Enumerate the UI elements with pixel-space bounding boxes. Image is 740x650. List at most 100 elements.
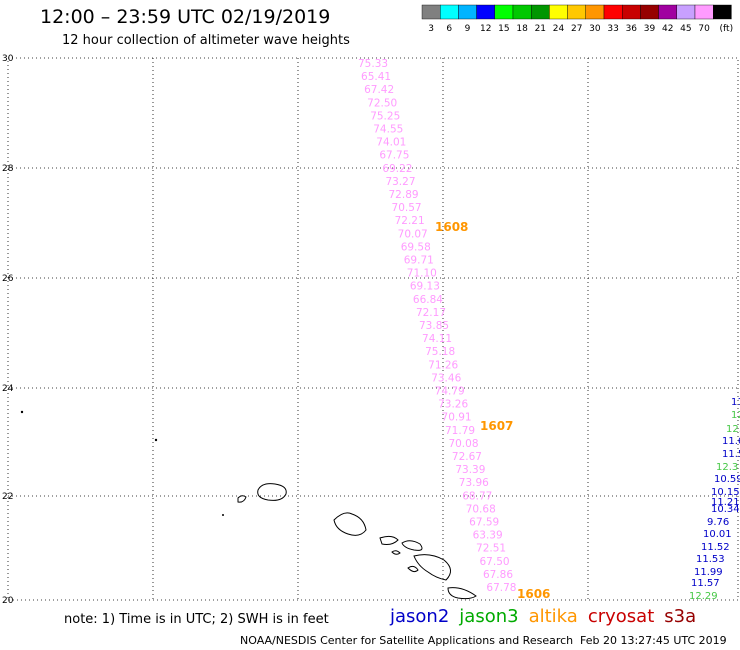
swh-value-label: 73.27 [385, 176, 415, 188]
legend-label: 24 [553, 24, 565, 34]
swh-value-label: 11.99 [694, 567, 723, 578]
swh-value-label: 10.34 [711, 504, 740, 515]
legend-label: 15 [498, 24, 509, 34]
swh-value-label: 72.89 [389, 189, 419, 201]
swh-value-label: 74.79 [435, 386, 465, 398]
swh-value-label: 72.21 [395, 215, 425, 227]
island-outline [401, 540, 423, 551]
satellite-name: altika [528, 606, 578, 627]
swh-value-label: 70.07 [398, 228, 428, 240]
swh-value-label: 12.3 [716, 462, 738, 473]
timestamp: Feb 20 13:27:45 UTC 2019 [580, 634, 727, 647]
time-label: 1607 [480, 419, 513, 433]
legend-label: 70 [698, 24, 710, 34]
swh-value-label: 63.39 [473, 530, 503, 542]
legend-label: 9 [465, 24, 471, 34]
swh-value-label: 75.33 [358, 58, 388, 70]
lat-tick-label: 24 [2, 384, 14, 394]
swh-value-label: 10.15 [711, 487, 740, 498]
island-outline [447, 587, 477, 600]
island-dot [222, 514, 224, 516]
island-dot [20, 410, 24, 414]
swh-value-label: 67.86 [483, 569, 513, 581]
legend-label: 39 [644, 24, 656, 34]
island-outline [379, 535, 399, 545]
swh-value-label: 69.22 [382, 163, 412, 175]
swh-value-label: 69.58 [401, 241, 431, 253]
satellite-name: jason2 [390, 606, 450, 627]
swh-value-label: 75.25 [370, 110, 400, 122]
island-outline [391, 550, 401, 555]
swh-value-label: 12. [726, 424, 740, 435]
swh-value-label: 10.01 [703, 529, 732, 540]
legend-label: 6 [446, 24, 452, 34]
island-outline [413, 554, 451, 581]
legend-label: (ft) [720, 24, 734, 34]
swh-value-label: 12.29 [689, 591, 718, 602]
swh-value-label: 73.39 [455, 464, 485, 476]
swh-value-label: 69.13 [410, 281, 440, 293]
island-outline [257, 483, 287, 501]
swh-value-label: 74.01 [376, 137, 406, 149]
legend-label: 18 [516, 24, 528, 34]
map-border [7, 57, 739, 601]
swh-value-label: 71.10 [407, 268, 437, 280]
swh-value-label: 67.50 [480, 556, 510, 568]
color-legend: 3 6 9 12 15 18 21 24 27 30 33 36 39 42 45 70 (ft) [421, 4, 734, 34]
satellite-legend: jason2 jason3 altika cryosat s3a [390, 606, 706, 627]
legend-label: 27 [571, 24, 582, 34]
swh-value-label: 71.79 [445, 425, 475, 437]
time-label: 1606 [517, 587, 550, 601]
satellite-name: cryosat [587, 606, 655, 627]
island-outline [237, 495, 247, 503]
legend-label: 36 [626, 24, 638, 34]
swh-value-label: 72.51 [476, 543, 506, 555]
legend-label: 42 [662, 24, 673, 34]
swh-value-label: 11.5 [722, 449, 740, 460]
swh-value-label: 74.55 [373, 124, 403, 136]
map-title: 12:00 – 23:59 UTC 02/19/2019 [40, 6, 331, 28]
swh-value-label: 11.6 [722, 436, 740, 447]
swh-value-label: 74.11 [422, 333, 452, 345]
swh-value-label: 66.84 [413, 294, 443, 306]
swh-value-label: 73.85 [419, 320, 449, 332]
legend-label: 33 [607, 24, 618, 34]
lat-tick-label: 30 [2, 54, 14, 64]
swh-value-label: 72.67 [452, 451, 482, 463]
lat-tick-label: 28 [2, 164, 14, 174]
island-outline [407, 565, 419, 573]
swh-value-label: 67.75 [379, 150, 409, 162]
swh-value-label: 72.17 [416, 307, 446, 319]
satellite-name: jason3 [459, 606, 519, 627]
legend-label: 45 [680, 24, 691, 34]
swh-value-label: 11.57 [691, 578, 720, 589]
legend-label: 12 [480, 24, 491, 34]
swh-value-label: 10.59 [714, 474, 740, 485]
swh-value-label: 73.96 [459, 477, 489, 489]
lat-tick-label: 20 [2, 596, 14, 605]
swh-value-label: 65.41 [361, 71, 391, 83]
footer-note: note: 1) Time is in UTC; 2) SWH is in fe… [64, 612, 329, 627]
legend-label: 21 [535, 24, 546, 34]
swh-value-label: 68.77 [462, 490, 492, 502]
swh-value-label: 67.42 [364, 84, 394, 96]
swh-value-label: 11 [731, 397, 740, 408]
map-subtitle: 12 hour collection of altimeter wave hei… [62, 33, 350, 48]
satellite-name: s3a [664, 606, 697, 627]
swh-value-label: 73.46 [431, 372, 461, 384]
legend-label: 3 [428, 24, 434, 34]
legend-label: 30 [589, 24, 601, 34]
swh-value-label: 11.53 [696, 554, 725, 565]
swh-value-label: 72.50 [367, 97, 397, 109]
swh-value-label: 70.57 [392, 202, 422, 214]
lat-tick-label: 22 [2, 492, 13, 502]
swh-value-label: 75.18 [425, 346, 455, 358]
swh-value-label: 67.59 [469, 517, 499, 529]
swh-value-label: 11.21 [711, 497, 740, 508]
time-label: 1608 [435, 220, 468, 234]
island-dot [154, 438, 158, 442]
island-outline [333, 512, 367, 536]
swh-value-label: 73.26 [438, 399, 468, 411]
lat-tick-label: 26 [2, 274, 14, 284]
swh-value-label: 70.68 [466, 503, 496, 515]
